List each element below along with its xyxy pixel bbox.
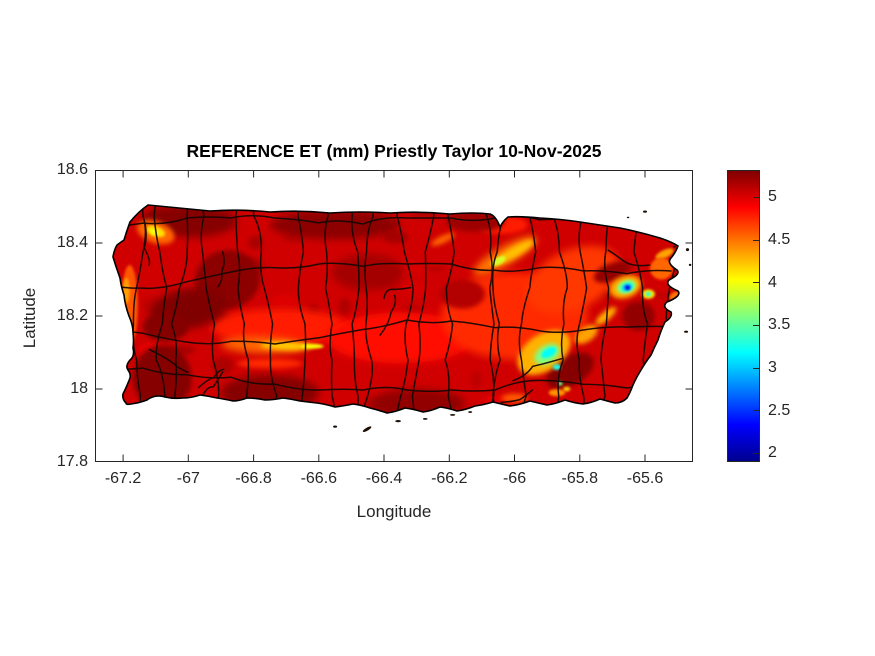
offshore-cay (468, 411, 473, 413)
colorbar-tick-mark (753, 239, 759, 241)
offshore-cay (688, 263, 692, 266)
map-feature-carite-cyan (541, 346, 557, 359)
x-tick-label: -66 (502, 470, 527, 487)
x-tick-label: -67.2 (104, 470, 142, 487)
map-feature-yunque-east-cyan (645, 291, 652, 297)
x-tick-label: -67 (176, 470, 200, 487)
map-feature-fajardo-yellow (655, 248, 674, 260)
map-feature-central-band-west-wash (211, 308, 349, 346)
map-feature-central-dark-2 (439, 279, 486, 309)
map-feature-south-coast-orange-1 (501, 393, 528, 403)
map-feature-central-band-mid-wash (327, 312, 474, 364)
plot-title: REFERENCE ET (mm) Priestly Taylor 10-Nov… (186, 141, 602, 161)
x-tick-label: -66.4 (365, 470, 403, 487)
map-feature-carite-ne-extension (574, 324, 598, 344)
map-feature-west-coast-orange (121, 265, 138, 346)
y-tick-label: 18.2 (56, 307, 88, 324)
map-feature-south-band-central-dark (367, 389, 466, 413)
map-feature-south-coast-yellow-dot (563, 386, 571, 392)
y-tick-label: 18.6 (56, 161, 88, 178)
offshore-cay (685, 248, 690, 252)
colorbar-tick-mark (753, 410, 759, 412)
map-feature-yunque-sw-streak (595, 306, 617, 326)
colorbar-tick-mark (753, 452, 759, 454)
colorbar-gradient (727, 170, 760, 462)
map-plot-area (95, 170, 693, 462)
colorbar-tick-label: 5 (768, 188, 777, 206)
offshore-cay (643, 210, 647, 213)
axis-ticks (95, 170, 693, 462)
et-raster-field (113, 205, 679, 413)
x-axis-label: Longitude (356, 502, 432, 521)
map-feature-west-dark-2 (142, 312, 189, 342)
offshore-cay (362, 426, 372, 432)
map-feature-east-tip-orange (669, 291, 679, 305)
map-feature-carite-green-dot-south (557, 381, 563, 386)
map-feature-fajardo-orange (650, 257, 673, 280)
colorbar-tick-mark (753, 324, 759, 326)
x-tick-label: -66.8 (235, 470, 272, 487)
colorbar: 5 4.5 4 3.5 3 2.5 2 (727, 170, 847, 462)
map-feature-cordillera-core (300, 343, 324, 349)
map-feature-north-coast-dark-mid (269, 210, 401, 240)
map-feature-central-dark-1 (331, 254, 404, 291)
offshore-cay (333, 425, 338, 428)
offshore-cay (422, 418, 428, 420)
x-tick-label: -65.8 (561, 470, 599, 487)
x-tick-label: -66.6 (300, 470, 338, 487)
y-tick-label: 18 (70, 380, 88, 397)
colorbar-tick-mark (753, 196, 759, 198)
colorbar-tick-label: 2 (768, 444, 777, 462)
colorbar-tick-label: 4 (768, 273, 777, 291)
map-feature-el-yunque-core (626, 286, 630, 290)
offshore-cay (450, 414, 456, 416)
colorbar-tick-label: 3 (768, 359, 777, 377)
offshore-cay (673, 245, 676, 248)
colorbar-tick-mark (753, 367, 759, 369)
map-feature-carite-cyan-2 (552, 364, 562, 370)
y-tick-label: 18.4 (56, 234, 88, 251)
offshore-cay (626, 216, 630, 219)
offshore-cay (395, 420, 401, 423)
colorbar-tick-label: 4.5 (768, 231, 791, 248)
coastline (112, 204, 680, 414)
colorbar-tick-label: 2.5 (768, 401, 791, 419)
y-tick-label: 17.8 (56, 453, 88, 470)
x-tick-label: -66.2 (431, 470, 468, 487)
map-feature-faint-streak-naranjito (430, 233, 455, 246)
map-feature-south-coast-orange-2 (548, 389, 566, 397)
offshore-cay (684, 330, 689, 333)
x-tick-label: -65.6 (626, 470, 664, 487)
colorbar-tick-label: 3.5 (768, 316, 791, 334)
map-feature-northeast-wash (527, 245, 620, 314)
colorbar-tick-mark (753, 282, 759, 284)
